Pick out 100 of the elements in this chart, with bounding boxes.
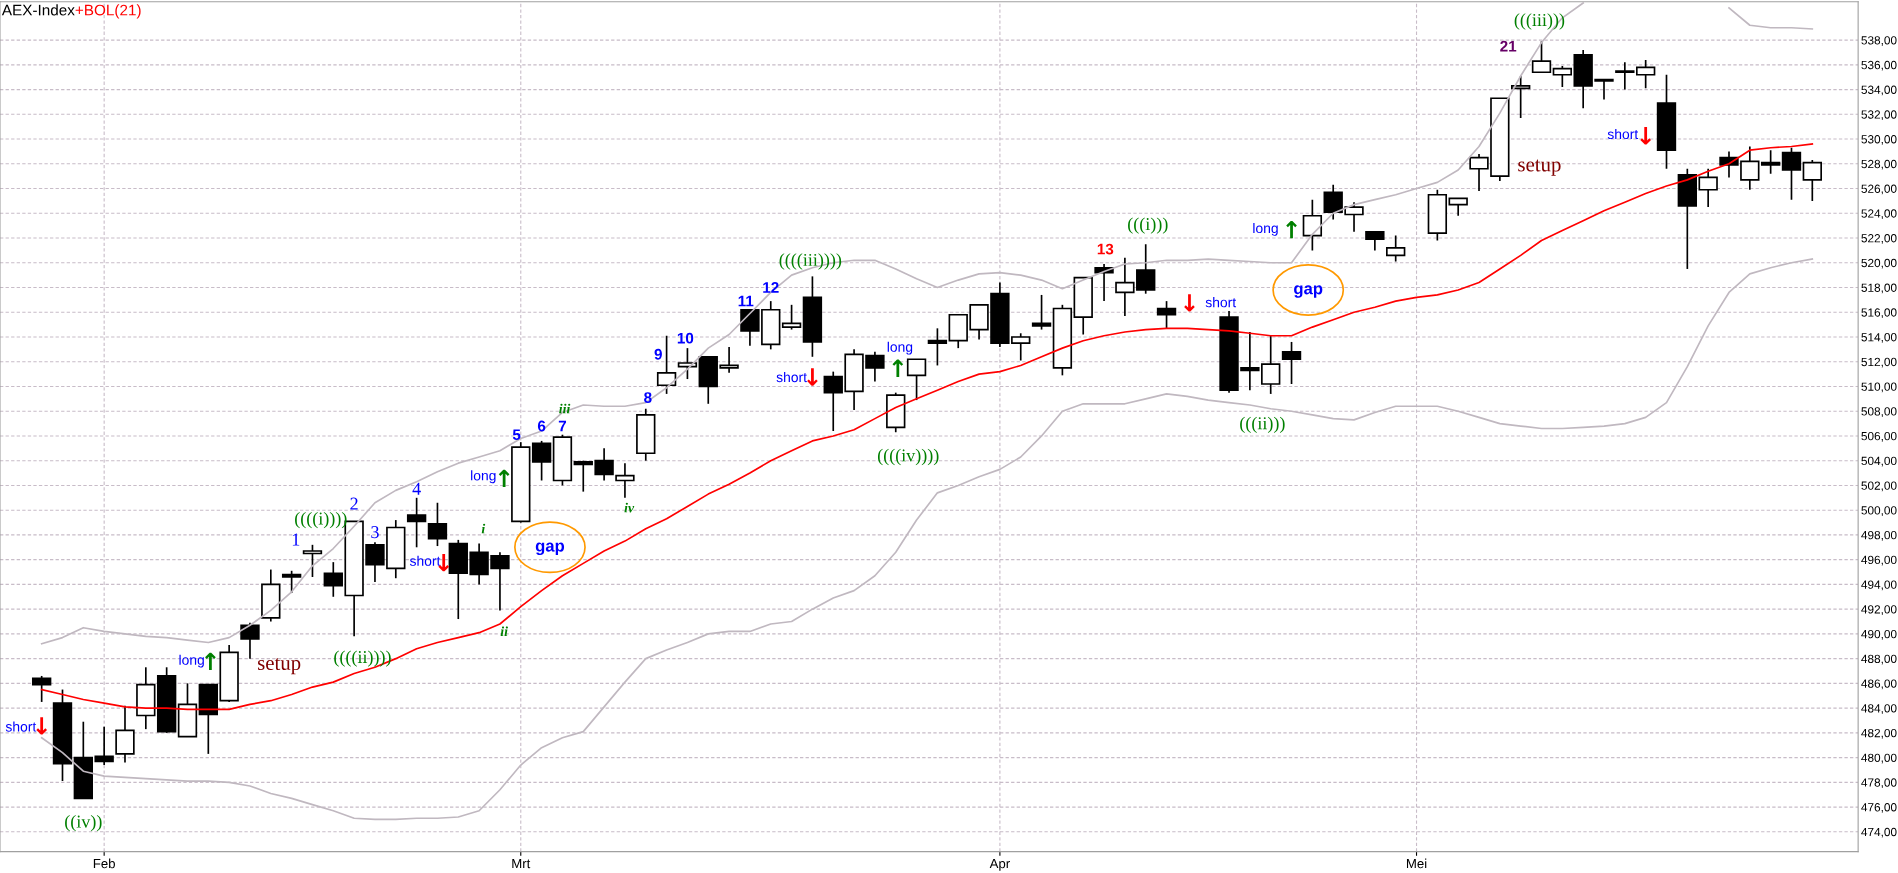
annotation: gap xyxy=(535,542,565,556)
candlestick xyxy=(781,303,802,331)
x-tick-label: Mrt xyxy=(512,859,531,869)
annotation: long xyxy=(887,341,913,355)
annotation: short xyxy=(5,721,37,732)
annotation: 10 xyxy=(677,332,694,344)
annotation: 3 xyxy=(371,526,379,539)
y-tick-label: 490,00 xyxy=(1861,629,1897,640)
y-tick-label: 520,00 xyxy=(1861,258,1897,269)
y-tick-label: 492,00 xyxy=(1861,605,1897,615)
y-tick-label: 498,00 xyxy=(1861,530,1897,541)
y-tick-label: 532,00 xyxy=(1861,110,1897,121)
annotation: ii xyxy=(500,626,508,636)
candlestick xyxy=(1802,159,1823,202)
candlestick xyxy=(427,501,448,547)
y-tick-label: 534,00 xyxy=(1861,85,1897,96)
annotation: ((((ii)))) xyxy=(334,650,391,667)
annotation: setup xyxy=(1518,159,1561,176)
y-tick-label: 518,00 xyxy=(1861,283,1897,294)
line-series xyxy=(40,143,1814,711)
x-tick-label: Mei xyxy=(1406,858,1427,869)
candlestick xyxy=(1386,234,1406,263)
annotation: ↓ xyxy=(807,368,818,386)
y-tick-label: 516,00 xyxy=(1861,308,1897,319)
y-tick-label: 474,00 xyxy=(1861,827,1897,838)
annotation: long xyxy=(179,654,204,668)
annotation: 12 xyxy=(763,282,779,293)
annotation: short xyxy=(1607,128,1639,140)
annotation: ((iv)) xyxy=(65,814,102,832)
annotation: ((((iv)))) xyxy=(877,448,939,466)
y-tick-label: 526,00 xyxy=(1861,184,1897,195)
annotation: ↓ xyxy=(1184,294,1195,312)
annotation: 13 xyxy=(1097,243,1114,255)
annotation: 11 xyxy=(738,295,754,307)
y-tick-label: 478,00 xyxy=(1861,778,1897,789)
y-tick-label: 536,00 xyxy=(1861,60,1897,71)
chart-title: AEX-Index xyxy=(1,4,75,16)
annotation: ((((iii)))) xyxy=(779,253,842,270)
annotation: long xyxy=(1253,222,1278,236)
annotation: iii xyxy=(559,403,571,414)
y-tick-label: 512,00 xyxy=(1861,357,1897,368)
y-tick-label: 480,00 xyxy=(1861,753,1897,764)
candlestick xyxy=(1156,300,1177,330)
x-tick-label: Feb xyxy=(93,858,115,869)
candlestick xyxy=(1302,198,1323,252)
candlestick xyxy=(927,327,948,367)
candlestick xyxy=(1365,231,1385,252)
candlestick xyxy=(656,334,677,395)
annotation: ↓ xyxy=(36,717,48,735)
y-tick-label: 502,00 xyxy=(1861,481,1897,492)
annotation: ↑ xyxy=(498,469,510,488)
y-tick-label: 494,00 xyxy=(1861,580,1897,591)
annotation: 6 xyxy=(537,420,546,432)
annotation: short xyxy=(776,371,807,383)
annotation: 5 xyxy=(512,429,521,441)
candlestick xyxy=(677,347,698,380)
annotation: ↑ xyxy=(892,359,904,377)
y-tick-label: 476,00 xyxy=(1861,803,1897,813)
y-tick-label: 504,00 xyxy=(1861,456,1897,467)
y-tick-label: 524,00 xyxy=(1861,209,1897,220)
chart-subtitle: +BOL(21) xyxy=(75,4,141,19)
annotation: ↓ xyxy=(1640,127,1652,145)
candlestick xyxy=(1281,341,1302,385)
annotation: iv xyxy=(624,502,635,513)
annotation: ↑ xyxy=(1286,221,1297,239)
x-tick-label: Apr xyxy=(989,859,1010,871)
y-tick-label: 538,00 xyxy=(1861,36,1897,46)
y-tick-label: 530,00 xyxy=(1861,135,1897,145)
y-tick-label: 500,00 xyxy=(1861,506,1897,516)
y-tick-label: 506,00 xyxy=(1861,431,1897,442)
candlestick xyxy=(240,621,260,660)
candlestick xyxy=(302,543,323,578)
y-tick-label: 496,00 xyxy=(1861,555,1897,566)
annotation: (((i))) xyxy=(1128,217,1168,234)
y-tick-label: 514,00 xyxy=(1861,333,1897,343)
annotation: gap xyxy=(1294,285,1323,298)
y-tick-label: 482,00 xyxy=(1861,728,1897,739)
annotation: setup xyxy=(258,658,301,675)
annotation: 1 xyxy=(292,533,300,546)
annotation: 2 xyxy=(350,497,358,510)
annotation: (((ii))) xyxy=(1240,416,1285,434)
annotation: 21 xyxy=(1500,40,1517,52)
annotation: 7 xyxy=(558,420,567,432)
y-tick-label: 484,00 xyxy=(1861,704,1897,714)
y-tick-label: 488,00 xyxy=(1861,654,1897,665)
annotation: 4 xyxy=(412,482,421,495)
candlestick xyxy=(1031,294,1052,331)
candlestick xyxy=(1781,146,1802,201)
annotation: ((((i)))) xyxy=(295,511,347,529)
y-tick-label: 486,00 xyxy=(1861,679,1897,690)
y-tick-label: 528,00 xyxy=(1861,159,1897,170)
annotation: (((iii))) xyxy=(1514,13,1565,30)
y-tick-label: 522,00 xyxy=(1861,234,1897,244)
annotation: short xyxy=(1205,297,1237,308)
candlestick xyxy=(531,440,552,482)
annotation: i xyxy=(481,523,486,534)
candlestick xyxy=(615,462,635,499)
candlestick xyxy=(906,358,927,401)
y-tick-label: 508,00 xyxy=(1861,407,1897,417)
annotation: ↑ xyxy=(205,652,216,671)
